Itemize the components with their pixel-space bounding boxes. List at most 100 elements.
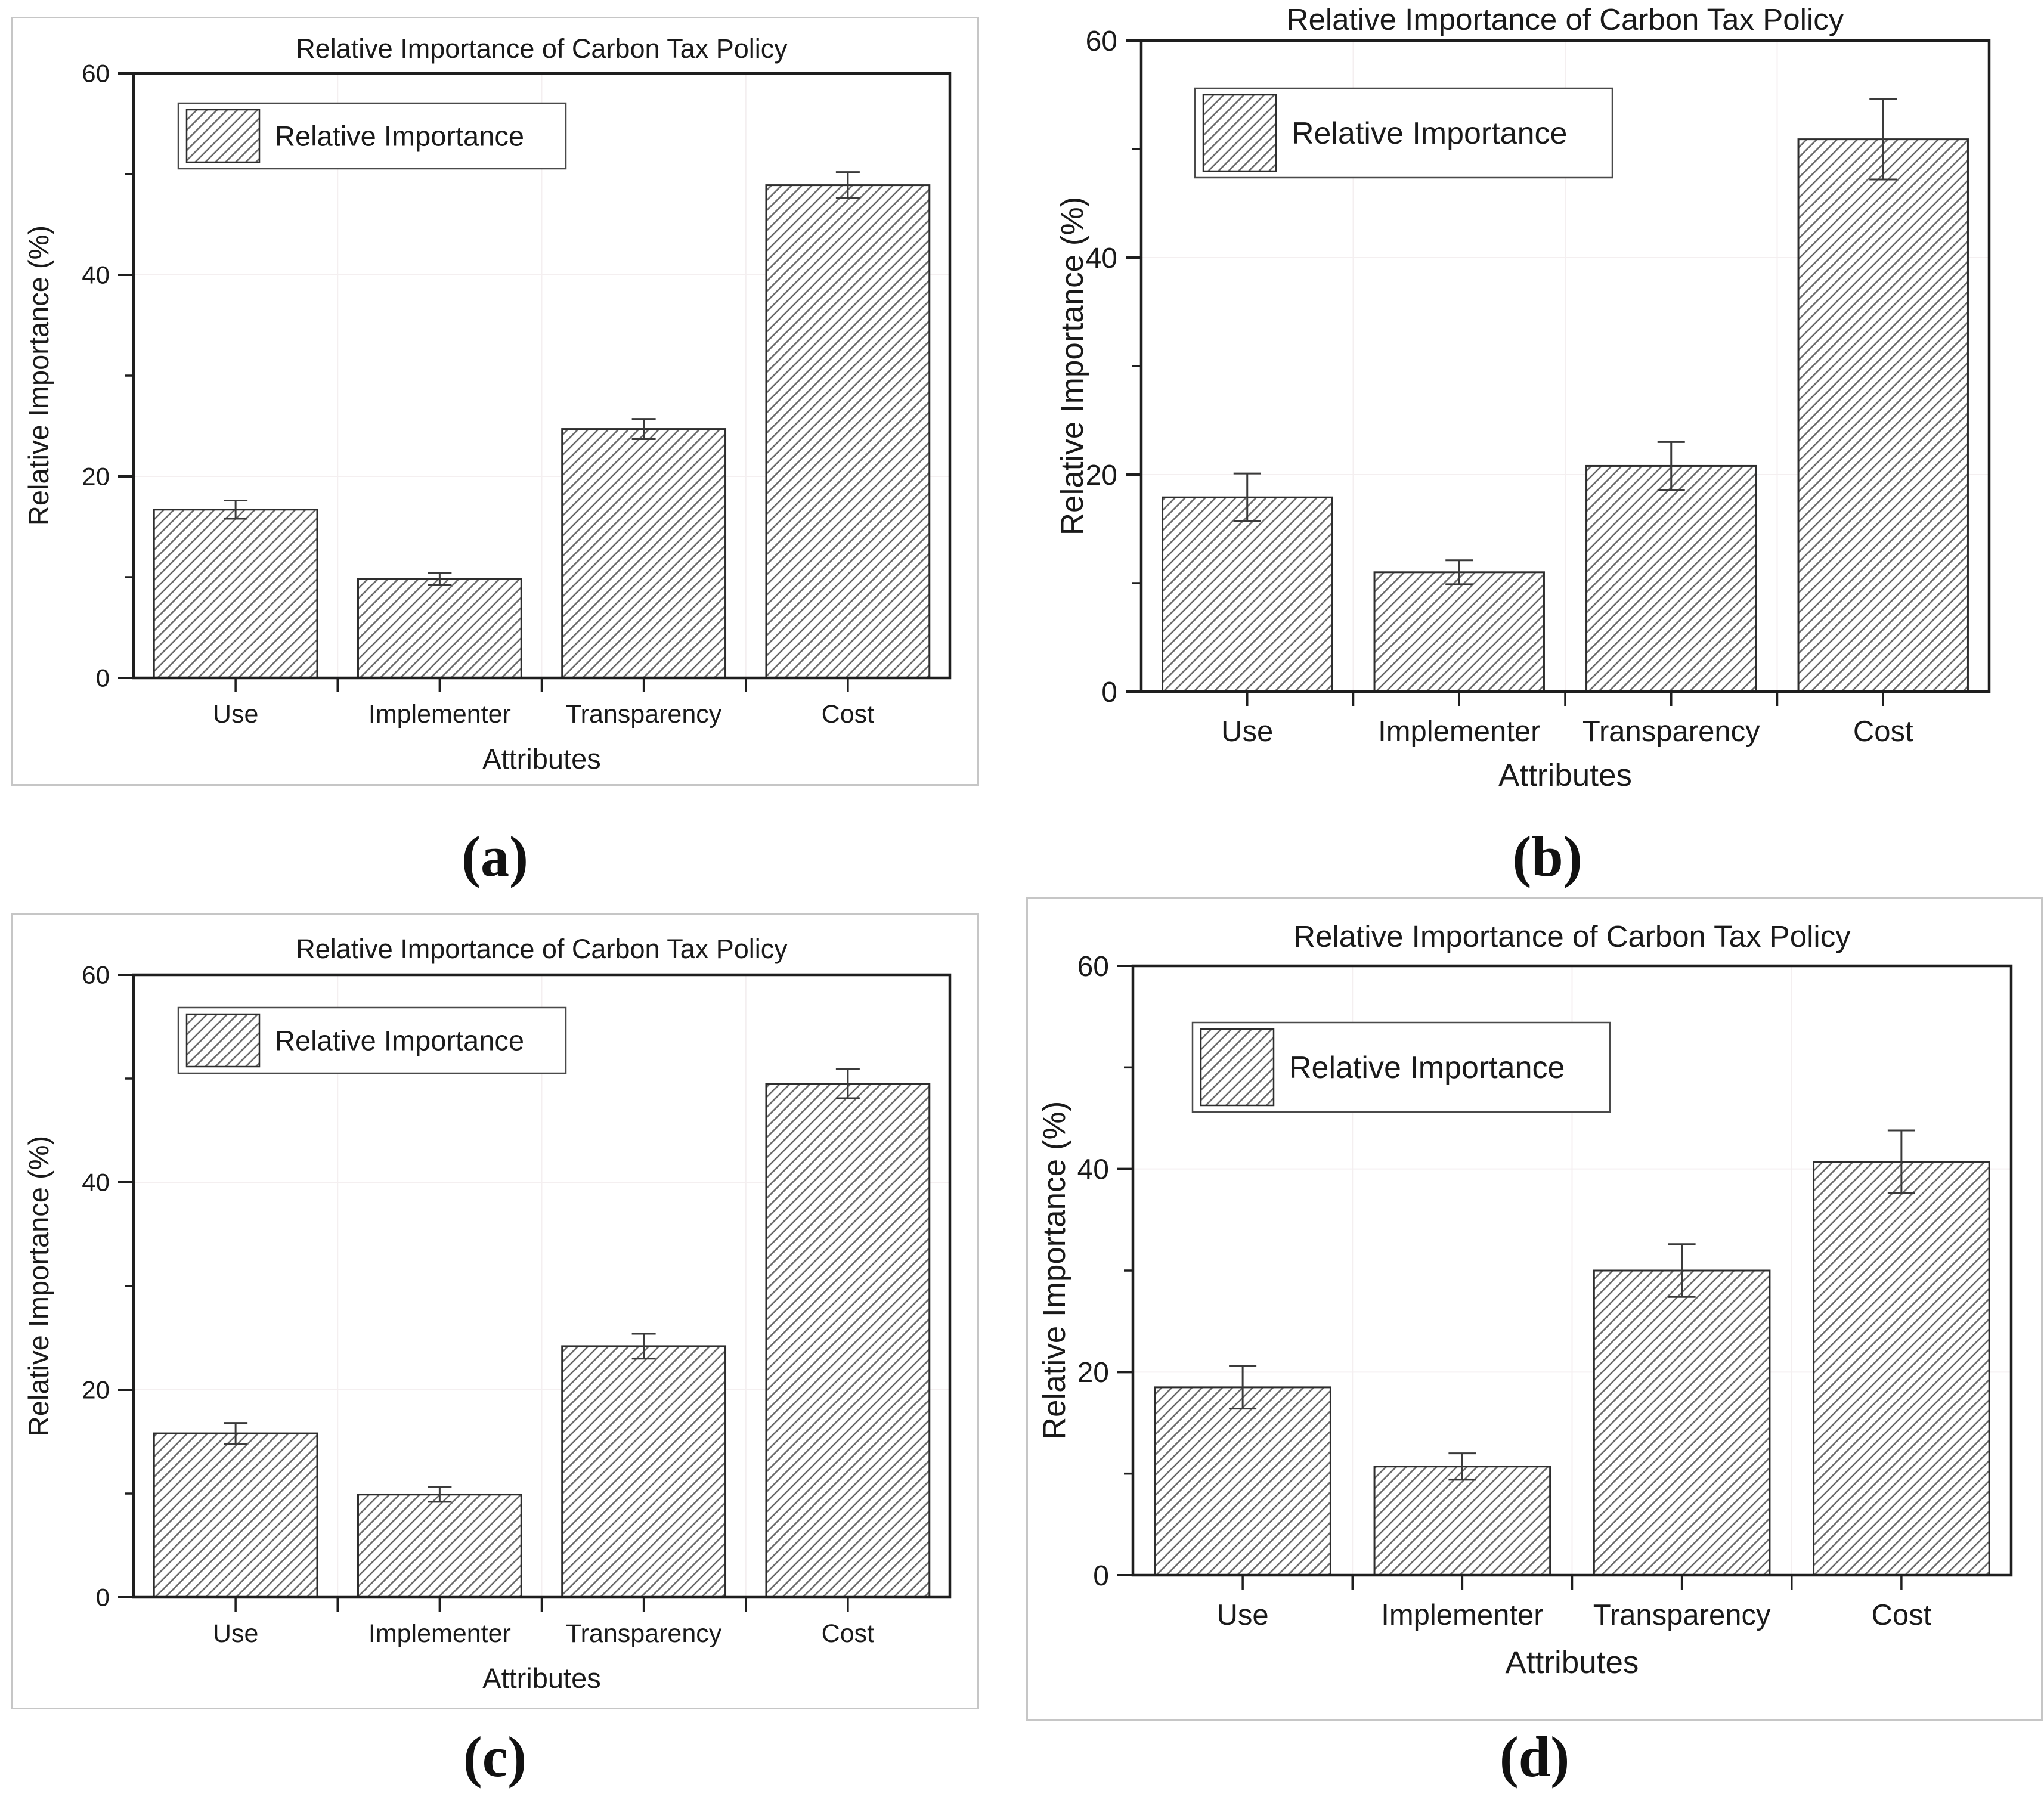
error-bar-transparency [1668, 1243, 1696, 1298]
y-tick-label-60: 60 [82, 961, 110, 989]
error-bar-use [224, 500, 248, 520]
x-category-label-use: Use [213, 700, 258, 729]
x-category-label-implementer: Implementer [1381, 1599, 1543, 1631]
panel-c: Use Implementer Transparency Cost 0 20 40 60 Rel… [11, 913, 979, 1709]
y-tick-label-20: 20 [1086, 460, 1117, 491]
x-category-label-use: Use [1217, 1599, 1269, 1631]
y-tick-label-40: 40 [1086, 243, 1117, 274]
chart-title: Relative Importance of Carbon Tax Policy [1287, 2, 1844, 36]
chart-title: Relative Importance of Carbon Tax Policy [1293, 919, 1851, 953]
y-axis-label: Relative Importance (%) [23, 1136, 54, 1436]
legend-swatch-hatch-icon [185, 1013, 261, 1068]
panel-d: Use Implementer Transparency Cost 0 20 40 60 Rel… [1026, 897, 2043, 1721]
y-axis-label: Relative Importance (%) [23, 225, 54, 526]
x-category-label-cost: Cost [822, 1619, 874, 1648]
bar-transparency [1593, 1269, 1771, 1576]
y-tick-label-0: 0 [1093, 1560, 1109, 1592]
chart-svg-a: Use Implementer Transparency Cost 0 20 40 60 Rel… [23, 33, 952, 774]
x-category-label-transparency: Transparency [1593, 1599, 1771, 1631]
x-category-label-use: Use [213, 1619, 258, 1648]
y-tick-label-40: 40 [1077, 1154, 1109, 1185]
legend-label: Relative Importance [1292, 116, 1567, 151]
error-bar-cost [1887, 1129, 1915, 1195]
bar-transparency [1585, 464, 1757, 693]
x-category-label-implementer: Implementer [368, 700, 511, 729]
bar-use [1154, 1386, 1331, 1576]
bar-cost [1797, 138, 1969, 693]
y-tick-label-0: 0 [1101, 677, 1117, 708]
legend: Relative Importance [1191, 1021, 1611, 1113]
bar-cost [765, 184, 931, 679]
y-axis-label: Relative Importance (%) [1055, 197, 1090, 535]
error-bar-implementer [428, 1486, 452, 1503]
bar-implementer [1373, 571, 1545, 693]
error-bar-transparency [631, 1333, 656, 1360]
chart-svg-d: Use Implementer Transparency Cost 0 20 40 60 Rel… [1037, 919, 2013, 1680]
bar-transparency [561, 1345, 727, 1598]
error-bar-use [224, 1422, 248, 1445]
chart-a: Use Implementer Transparency Cost 0 20 40 60 Rel… [13, 18, 977, 784]
chart-svg-c: Use Implementer Transparency Cost 0 20 40 60 Rel… [23, 934, 952, 1694]
chart-b: Use Implementer Transparency Cost 0 20 40 60 Rel… [1051, 0, 2044, 835]
error-bar-implementer [1445, 559, 1473, 585]
legend: Relative Importance [1194, 87, 1613, 179]
x-category-label-cost: Cost [822, 700, 874, 729]
bar-cost [765, 1083, 931, 1598]
x-axis-label: Attributes [1506, 1645, 1639, 1680]
legend-swatch-hatch-icon [185, 109, 261, 163]
legend: Relative Importance [177, 1006, 567, 1074]
x-category-label-transparency: Transparency [566, 700, 722, 729]
legend-label: Relative Importance [275, 120, 524, 151]
error-bar-implementer [428, 572, 452, 587]
error-bar-cost [835, 1068, 860, 1099]
panel-label-d: (d) [1499, 1725, 1570, 1789]
bar-use [153, 509, 318, 679]
y-tick-label-60: 60 [1086, 26, 1117, 57]
error-bar-transparency [631, 418, 656, 440]
y-tick-label-20: 20 [82, 463, 110, 491]
bar-implementer [1373, 1466, 1551, 1576]
error-bar-cost [1869, 98, 1897, 181]
y-tick-label-0: 0 [96, 1584, 110, 1612]
legend-swatch-hatch-icon [1202, 94, 1277, 172]
x-category-label-implementer: Implementer [368, 1619, 511, 1648]
error-bar-use [1233, 472, 1261, 522]
error-bar-transparency [1657, 441, 1685, 491]
panel-label-b: (b) [1512, 825, 1582, 888]
x-category-label-transparency: Transparency [566, 1619, 722, 1648]
error-bar-implementer [1448, 1452, 1476, 1481]
x-category-label-cost: Cost [1871, 1599, 1931, 1631]
x-axis-label: Attributes [1498, 758, 1632, 793]
bar-implementer [357, 1494, 522, 1598]
y-tick-label-60: 60 [82, 60, 110, 88]
chart-d: Use Implementer Transparency Cost 0 20 40 60 Rel… [1028, 899, 2041, 1719]
x-category-label-use: Use [1221, 715, 1273, 748]
y-tick-label-20: 20 [1077, 1357, 1109, 1389]
chart-title: Relative Importance of Carbon Tax Policy [296, 934, 788, 964]
x-axis-label: Attributes [482, 743, 601, 774]
chart-c: Use Implementer Transparency Cost 0 20 40 60 Rel… [13, 915, 977, 1708]
legend-label: Relative Importance [1289, 1051, 1565, 1085]
x-category-label-cost: Cost [1853, 715, 1913, 748]
y-tick-label-60: 60 [1077, 951, 1109, 983]
y-tick-label-20: 20 [82, 1376, 110, 1404]
panel-label-c: (c) [463, 1725, 527, 1789]
error-bar-use [1229, 1365, 1257, 1410]
error-bar-cost [835, 171, 860, 200]
legend: Relative Importance [177, 102, 567, 170]
panel-a: Use Implementer Transparency Cost 0 20 40 60 Rel… [11, 17, 979, 786]
bar-use [153, 1432, 318, 1598]
bar-implementer [357, 578, 522, 679]
legend-swatch-hatch-icon [1200, 1028, 1275, 1107]
chart-svg-b: Use Implementer Transparency Cost 0 20 40 60 Rel… [1055, 2, 1991, 793]
bar-cost [1813, 1161, 1990, 1576]
x-axis-label: Attributes [482, 1662, 601, 1694]
y-tick-label-40: 40 [82, 1169, 110, 1197]
bar-use [1162, 496, 1333, 693]
y-tick-label-40: 40 [82, 261, 110, 289]
x-category-label-implementer: Implementer [1378, 715, 1540, 748]
bar-transparency [561, 428, 727, 679]
legend-label: Relative Importance [275, 1024, 524, 1056]
y-tick-label-0: 0 [96, 664, 110, 692]
y-axis-label: Relative Importance (%) [1037, 1101, 1072, 1440]
